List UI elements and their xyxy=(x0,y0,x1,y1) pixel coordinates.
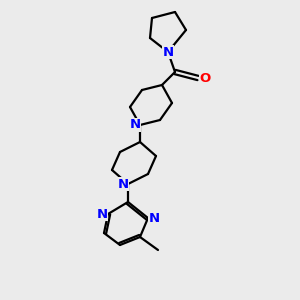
Text: N: N xyxy=(96,208,108,220)
Text: N: N xyxy=(148,212,160,224)
Text: N: N xyxy=(129,118,141,131)
Text: N: N xyxy=(117,178,129,190)
Text: N: N xyxy=(162,46,174,59)
Text: O: O xyxy=(200,71,211,85)
